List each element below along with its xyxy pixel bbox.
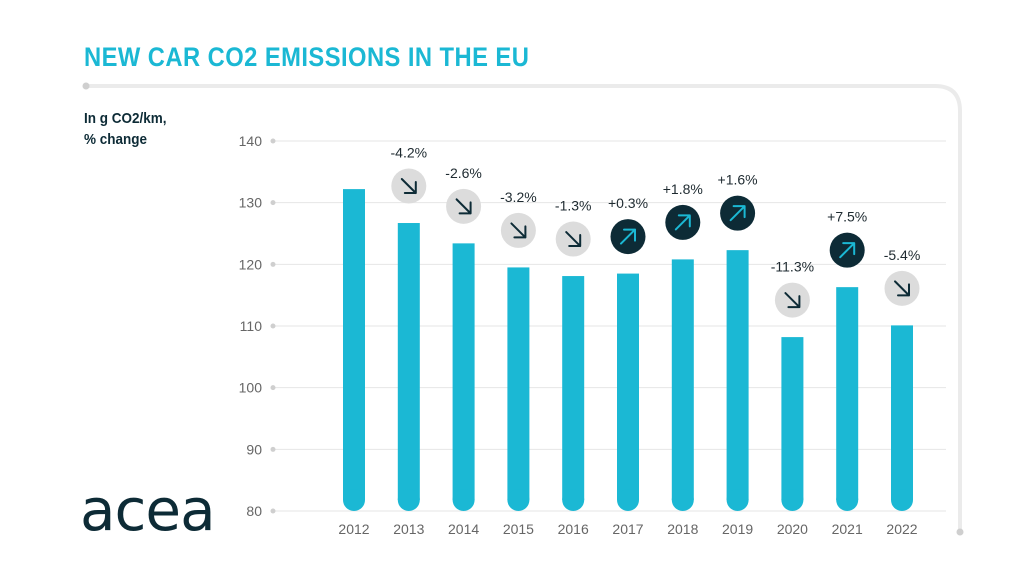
bar-2020 bbox=[781, 337, 804, 500]
x-tick-label-2022: 2022 bbox=[886, 521, 917, 537]
y-tick-dot-120 bbox=[270, 261, 276, 267]
x-tick-label-2021: 2021 bbox=[832, 521, 863, 537]
change-label-2022: -5.4% bbox=[884, 247, 921, 263]
change-label-2021: +7.5% bbox=[827, 209, 867, 225]
unit-label: In g CO2/km, % change bbox=[84, 108, 167, 150]
arrow-down-right-icon-2013 bbox=[400, 178, 417, 195]
y-tick-label-100: 100 bbox=[239, 380, 263, 396]
bar-base-2012 bbox=[343, 489, 365, 511]
change-label-2019: +1.6% bbox=[718, 172, 758, 188]
unit-label-line2: % change bbox=[84, 131, 148, 148]
change-label-2015: -3.2% bbox=[500, 189, 537, 205]
bar-base-2013 bbox=[397, 489, 420, 511]
y-tick-label-120: 120 bbox=[239, 256, 263, 272]
frame-dot-start bbox=[82, 82, 90, 90]
bar-base-2018 bbox=[671, 489, 694, 511]
change-label-2020: -11.3% bbox=[771, 259, 814, 275]
change-label-2017: +0.3% bbox=[608, 195, 648, 211]
bar-2015 bbox=[507, 267, 530, 500]
x-tick-label-2019: 2019 bbox=[722, 521, 753, 537]
y-tick-dot-90 bbox=[270, 446, 276, 452]
bar-base-2015 bbox=[507, 489, 530, 511]
bar-2014 bbox=[452, 243, 475, 500]
bar-2019 bbox=[726, 250, 749, 500]
x-tick-label-2020: 2020 bbox=[777, 521, 808, 537]
frame-dot-end bbox=[956, 528, 964, 536]
x-tick-label-2016: 2016 bbox=[558, 521, 589, 537]
bar-2018 bbox=[671, 259, 694, 500]
y-tick-label-140: 140 bbox=[239, 133, 263, 149]
bar-2022 bbox=[891, 325, 913, 500]
bar-base-2019 bbox=[726, 489, 749, 511]
bar-2017 bbox=[617, 273, 639, 500]
y-tick-dot-130 bbox=[270, 200, 276, 206]
x-tick-label-2013: 2013 bbox=[393, 521, 424, 537]
arrow-up-right-icon-2021 bbox=[839, 242, 856, 259]
y-tick-label-110: 110 bbox=[240, 318, 263, 334]
bar-base-2017 bbox=[617, 489, 639, 511]
y-tick-label-130: 130 bbox=[239, 195, 263, 211]
unit-label-line1: In g CO2/km, bbox=[84, 110, 167, 127]
chart-frame bbox=[84, 84, 962, 534]
arrow-up-right-icon-2018 bbox=[674, 214, 691, 231]
x-tick-label-2018: 2018 bbox=[667, 521, 698, 537]
bar-2021 bbox=[836, 287, 859, 500]
arrow-down-right-icon-2015 bbox=[510, 222, 527, 239]
y-tick-dot-100 bbox=[270, 385, 276, 391]
bar-base-2022 bbox=[891, 489, 913, 511]
change-label-2016: -1.3% bbox=[555, 198, 592, 214]
arrow-down-right-icon-2022 bbox=[894, 280, 910, 297]
bar-2012 bbox=[343, 189, 365, 500]
arrow-down-right-icon-2020 bbox=[784, 292, 801, 309]
x-tick-label-2014: 2014 bbox=[448, 521, 479, 537]
bar-base-2014 bbox=[452, 489, 475, 511]
arrow-down-right-icon-2016 bbox=[565, 231, 582, 248]
y-tick-label-90: 90 bbox=[246, 441, 262, 457]
bar-base-2016 bbox=[562, 489, 585, 511]
logo-text: acea bbox=[80, 480, 215, 540]
x-tick-label-2015: 2015 bbox=[503, 521, 534, 537]
bar-base-2020 bbox=[781, 489, 804, 511]
bar-2016 bbox=[562, 276, 585, 500]
change-label-2014: -2.6% bbox=[445, 165, 482, 181]
change-label-2013: -4.2% bbox=[391, 145, 428, 161]
x-tick-label-2012: 2012 bbox=[338, 521, 369, 537]
bar-2013 bbox=[397, 223, 420, 500]
acea-logo: acea bbox=[80, 480, 216, 540]
chart-title: NEW CAR CO2 EMISSIONS IN THE EU bbox=[84, 42, 530, 72]
arrow-up-right-icon-2019 bbox=[729, 205, 746, 222]
bar-base-2021 bbox=[836, 489, 859, 511]
arrow-up-right-icon-2017 bbox=[620, 228, 636, 245]
x-tick-label-2017: 2017 bbox=[612, 521, 643, 537]
y-tick-dot-110 bbox=[270, 323, 276, 329]
change-label-2018: +1.8% bbox=[663, 181, 703, 197]
y-tick-dot-140 bbox=[270, 138, 276, 144]
y-tick-label-80: 80 bbox=[246, 503, 262, 519]
arrow-down-right-icon-2014 bbox=[455, 198, 472, 215]
y-tick-dot-80 bbox=[270, 508, 276, 514]
